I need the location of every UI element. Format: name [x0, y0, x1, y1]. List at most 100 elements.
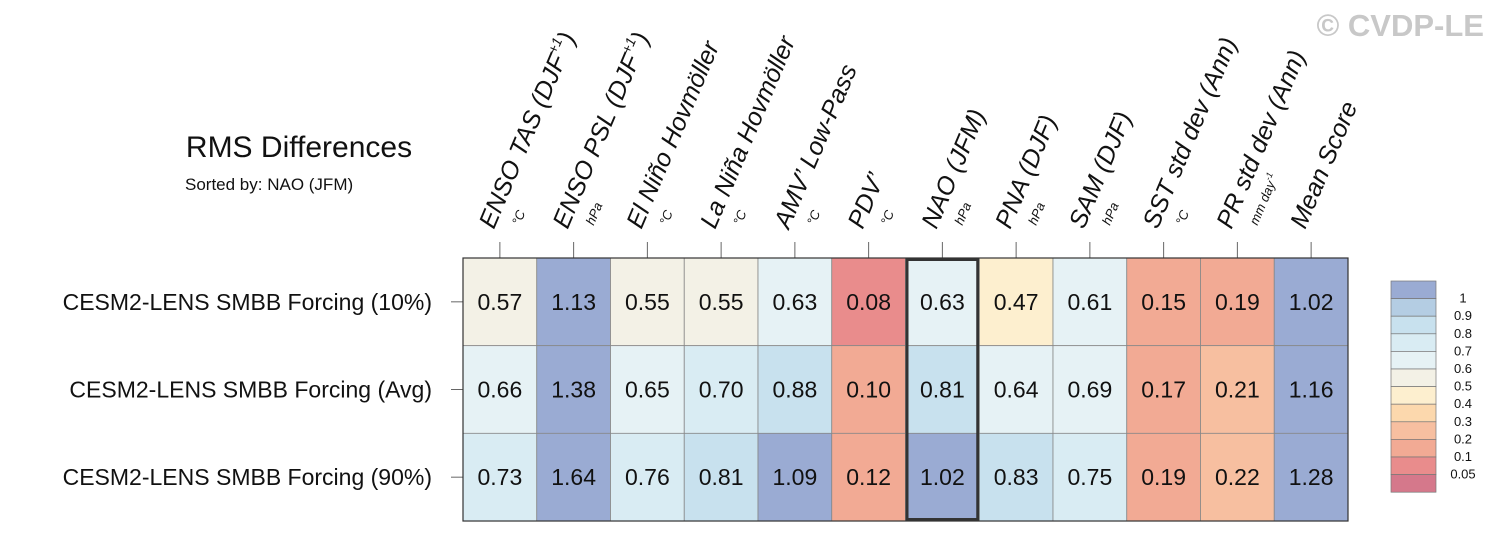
colorbar-swatch — [1390, 474, 1437, 493]
heatmap-cell — [905, 257, 980, 347]
highlight-column — [905, 258, 980, 522]
cell-value: 0.22 — [1215, 464, 1260, 490]
cell-value: 0.88 — [772, 377, 817, 403]
colorbar-label: 1 — [1459, 291, 1466, 306]
cell-value: 0.10 — [846, 377, 891, 403]
heatmap-cell — [831, 257, 906, 347]
heatmap-cells: 0.57 1.13 0.55 0.55 0.63 0.08 0.63 0.47 0.61 0.15… — [462, 257, 1349, 522]
cell-value: 1.16 — [1289, 377, 1334, 403]
heatmap-cell — [1126, 345, 1201, 434]
cell-value: 1.38 — [551, 377, 596, 403]
heatmap-cell — [757, 432, 833, 522]
column-unit: °C — [509, 207, 529, 227]
colorbar-swatch — [1390, 403, 1437, 423]
column-label: PNA (DJF) — [990, 111, 1063, 232]
cell-value: 0.76 — [625, 464, 670, 490]
cell-value: 0.21 — [1215, 377, 1260, 403]
cell-value: 1.02 — [920, 464, 965, 490]
cell-value: 0.83 — [994, 464, 1039, 490]
column-unit-text: hPa — [583, 200, 606, 227]
column-unit: hPa — [951, 200, 974, 227]
heatmap-cell — [978, 345, 1054, 434]
heatmap-cell — [610, 345, 685, 434]
colorbar-label: 0.9 — [1454, 308, 1472, 323]
heatmap-cell — [536, 432, 611, 522]
cell-value: 0.15 — [1141, 289, 1186, 315]
cell-value: 1.13 — [551, 289, 596, 315]
column-unit-text: hPa — [1025, 200, 1048, 227]
colorbar-swatch — [1390, 456, 1437, 475]
chart-subtitle: Sorted by: NAO (JFM) — [185, 175, 353, 194]
cell-value: 0.73 — [477, 464, 522, 490]
watermark: © CVDP-LE — [1316, 8, 1484, 43]
colorbar-label: 0.2 — [1454, 431, 1472, 446]
column-unit: hPa — [583, 200, 606, 227]
colorbar-label: 0.1 — [1454, 449, 1472, 464]
colorbar-swatch — [1390, 439, 1437, 458]
colorbar-swatch — [1390, 298, 1437, 317]
heatmap-cell — [905, 432, 980, 522]
column-unit-text: °C — [656, 207, 676, 227]
cell-value: 1.64 — [551, 464, 596, 490]
column-unit: °C — [878, 207, 898, 227]
column-unit: °C — [804, 207, 824, 227]
cell-value: 0.17 — [1141, 377, 1186, 403]
column-unit: °C — [1173, 207, 1193, 227]
column-unit-text: °C — [509, 207, 529, 227]
cell-value: 0.63 — [772, 289, 817, 315]
heatmap-cell — [462, 432, 538, 522]
colorbar-label: 0.5 — [1454, 379, 1472, 394]
heatmap-cell — [978, 432, 1054, 522]
heatmap-cell — [1052, 432, 1128, 522]
column-unit: °C — [656, 207, 676, 227]
colorbar: 1 0.9 0.8 0.7 0.6 0.5 0.4 0.3 0.2 0.1 0.05 — [1390, 280, 1476, 493]
cell-value: 0.57 — [477, 289, 522, 315]
cell-value: 0.08 — [846, 289, 891, 315]
column-unit-text: hPa — [951, 200, 974, 227]
cell-value: 0.66 — [477, 377, 522, 403]
heatmap-cell — [757, 345, 833, 434]
colorbar-label: 0.05 — [1450, 467, 1475, 482]
colorbar-label: 0.8 — [1454, 326, 1472, 341]
cell-value: 1.02 — [1289, 289, 1334, 315]
colorbar-label: 0.3 — [1454, 414, 1472, 429]
highlight-box — [905, 258, 980, 522]
column-unit-text: °C — [878, 207, 898, 227]
column-labels: ENSO TAS (DJF+1)°C ENSO PSL (DJF+1)hPa El … — [474, 28, 1363, 258]
heatmap-cell — [1052, 345, 1128, 434]
column-unit-text: hPa — [1099, 200, 1122, 227]
colorbar-swatch — [1390, 421, 1437, 440]
row-label: CESM2-LENS SMBB Forcing (90%) — [63, 464, 432, 490]
row-labels: CESM2-LENS SMBB Forcing (10%) CESM2-LENS … — [63, 289, 463, 490]
cell-value: 0.61 — [1067, 289, 1112, 315]
cell-value: 0.81 — [699, 464, 744, 490]
column-unit: °C — [730, 207, 750, 227]
column-unit-text: °C — [804, 207, 824, 227]
column-unit-sup: -1 — [1263, 171, 1275, 182]
colorbar-label: 0.6 — [1454, 361, 1472, 376]
colorbar-swatch — [1390, 386, 1437, 405]
heatmap-cell — [1273, 257, 1349, 347]
heatmap-cell — [683, 345, 759, 434]
heatmap-cell — [462, 257, 538, 347]
cell-value: 0.63 — [920, 289, 965, 315]
heatmap-cell — [831, 432, 906, 522]
colorbar-swatch — [1390, 351, 1437, 370]
heatmap-cell — [978, 257, 1054, 347]
cell-value: 1.09 — [772, 464, 817, 490]
column-label-sup: +1 — [544, 35, 565, 56]
row-label: CESM2-LENS SMBB Forcing (Avg) — [69, 377, 432, 403]
heatmap-cell — [683, 432, 759, 522]
column-label: Mean Score — [1285, 97, 1363, 232]
cell-value: 0.55 — [625, 289, 670, 315]
colorbar-swatch — [1390, 315, 1437, 335]
colorbar-swatch — [1390, 333, 1437, 352]
colorbar-label: 0.7 — [1454, 343, 1472, 358]
row-label: CESM2-LENS SMBB Forcing (10%) — [63, 289, 432, 315]
chart-title: RMS Differences — [186, 131, 412, 164]
cell-value: 0.55 — [699, 289, 744, 315]
heatmap-cell — [536, 345, 611, 434]
heatmap-cell — [536, 257, 611, 347]
column-unit: hPa — [1025, 200, 1048, 227]
